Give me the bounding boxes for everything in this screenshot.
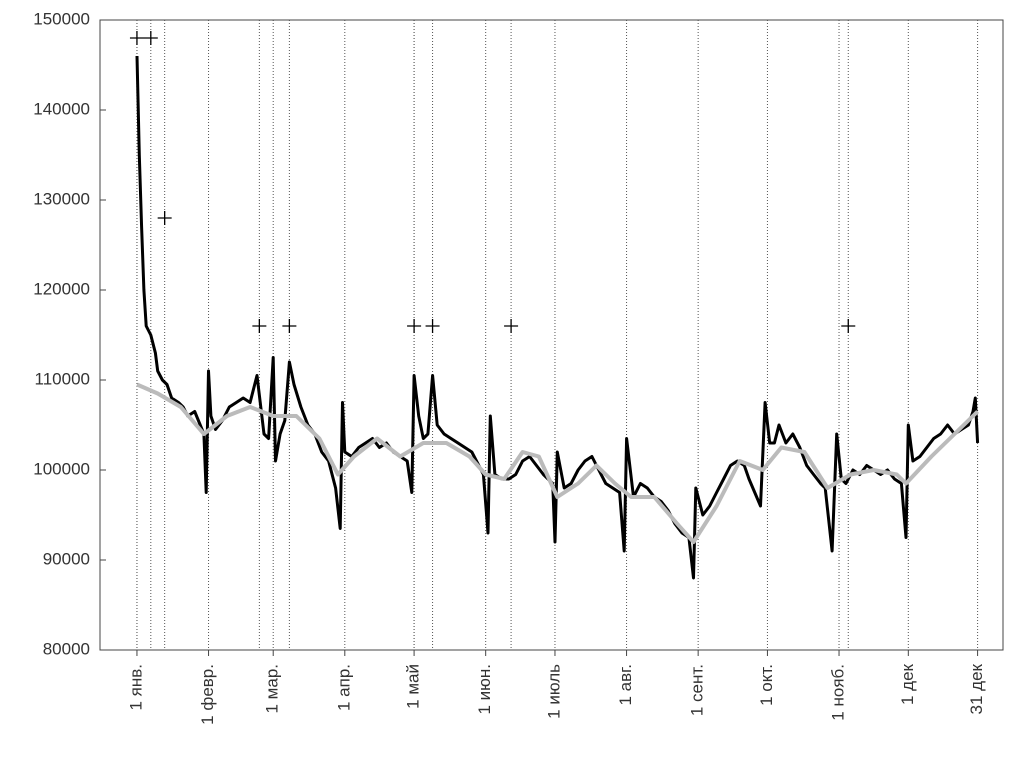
holiday-marker bbox=[504, 319, 519, 333]
x-tick-label: 1 сент. bbox=[688, 664, 707, 716]
x-tick-label: 1 дек bbox=[898, 663, 917, 705]
holiday-marker bbox=[282, 319, 297, 333]
x-tick-label: 1 окт. bbox=[757, 664, 776, 706]
plot-frame bbox=[99, 19, 1004, 651]
holiday-marker bbox=[129, 31, 144, 45]
y-tick-label: 90000 bbox=[43, 549, 90, 568]
holiday-marker bbox=[252, 319, 267, 333]
x-tick-label: 1 нояб. bbox=[829, 664, 848, 721]
series-line bbox=[135, 55, 980, 580]
y-tick-label: 130000 bbox=[33, 189, 90, 208]
x-tick-label: 1 июн. bbox=[475, 664, 494, 715]
x-tick-label: 1 мар. bbox=[263, 664, 282, 714]
y-tick-label: 140000 bbox=[33, 99, 90, 118]
holiday-marker bbox=[841, 319, 856, 333]
x-tick-label: 1 май bbox=[404, 664, 423, 709]
holiday-marker bbox=[407, 319, 422, 333]
x-tick-label: 1 апр. bbox=[334, 664, 353, 711]
x-tick-label: 1 янв. bbox=[126, 664, 145, 711]
x-tick-label: 1 июль bbox=[544, 664, 563, 719]
y-tick-label: 80000 bbox=[43, 639, 90, 658]
holiday-marker bbox=[425, 319, 440, 333]
y-tick-label: 120000 bbox=[33, 279, 90, 298]
holiday-marker bbox=[143, 31, 158, 45]
series-line bbox=[136, 382, 979, 544]
y-tick-label: 150000 bbox=[33, 9, 90, 28]
x-tick-label: 31 дек bbox=[967, 663, 986, 714]
x-tick-label: 1 февр. bbox=[198, 664, 217, 725]
x-tick-label: 1 авг. bbox=[616, 664, 635, 706]
y-tick-label: 100000 bbox=[33, 459, 90, 478]
y-tick-label: 110000 bbox=[35, 369, 90, 388]
holiday-marker bbox=[157, 211, 172, 225]
